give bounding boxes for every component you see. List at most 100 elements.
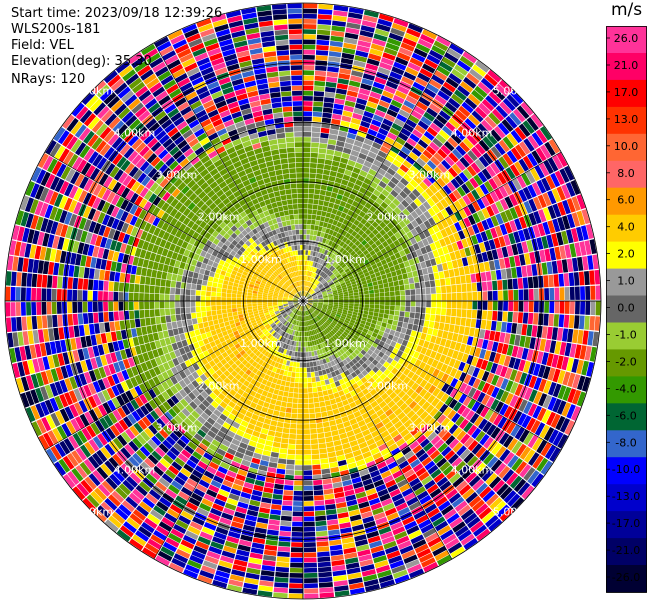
- velocity-gate: [499, 258, 506, 269]
- velocity-gate: [459, 448, 471, 460]
- velocity-gate: [322, 305, 328, 308]
- velocity-gate: [304, 281, 307, 286]
- velocity-gate: [319, 237, 324, 243]
- velocity-gate: [393, 206, 402, 215]
- velocity-gate: [334, 198, 342, 205]
- velocity-gate: [375, 355, 382, 362]
- velocity-gate: [104, 322, 111, 333]
- velocity-gate: [303, 80, 314, 86]
- velocity-gate: [382, 332, 389, 339]
- velocity-gate: [337, 167, 346, 174]
- velocity-gate: [526, 240, 534, 252]
- velocity-gate: [553, 274, 559, 287]
- velocity-gate: [465, 180, 475, 192]
- velocity-gate: [382, 354, 389, 361]
- velocity-gate: [432, 137, 443, 148]
- velocity-gate: [338, 306, 344, 310]
- velocity-gate: [493, 414, 503, 426]
- velocity-gate: [305, 255, 308, 261]
- velocity-gate: [335, 93, 346, 100]
- velocity-gate: [202, 316, 208, 323]
- velocity-gate: [542, 394, 552, 409]
- velocity-gate: [333, 270, 339, 275]
- velocity-gate: [354, 256, 361, 262]
- velocity-gate: [440, 393, 450, 403]
- velocity-gate: [311, 449, 320, 455]
- velocity-gate: [500, 211, 509, 223]
- velocity-gate: [319, 264, 324, 270]
- velocity-gate: [379, 309, 385, 314]
- velocity-gate: [502, 279, 508, 290]
- velocity-gate: [307, 214, 312, 220]
- velocity-gate: [384, 85, 396, 95]
- velocity-gate: [309, 168, 317, 174]
- velocity-gate: [448, 73, 462, 85]
- velocity-gate: [511, 323, 518, 334]
- velocity-gate: [516, 266, 523, 278]
- velocity-gate: [361, 78, 374, 86]
- velocity-gate: [315, 412, 322, 418]
- velocity-gate: [325, 262, 330, 268]
- velocity-gate: [472, 64, 487, 77]
- velocity-gate: [500, 486, 513, 500]
- velocity-gate: [410, 427, 420, 436]
- velocity-gate: [320, 184, 327, 191]
- velocity-gate: [432, 343, 440, 352]
- velocity-gate: [328, 317, 333, 322]
- velocity-gate: [344, 268, 350, 273]
- velocity-gate: [467, 150, 478, 162]
- velocity-gate: [295, 372, 300, 378]
- velocity-gate: [426, 301, 431, 308]
- velocity-gate: [387, 261, 394, 268]
- velocity-gate: [380, 145, 390, 154]
- velocity-gate: [554, 246, 562, 260]
- velocity-gate: [292, 403, 298, 409]
- velocity-gate: [453, 232, 461, 242]
- velocity-gate: [319, 194, 325, 201]
- velocity-gate: [343, 191, 351, 198]
- velocity-gate: [431, 233, 439, 242]
- velocity-gate: [492, 301, 498, 311]
- velocity-gate: [576, 359, 584, 375]
- velocity-gate: [487, 310, 493, 321]
- velocity-gate: [375, 197, 384, 205]
- velocity-gate: [309, 271, 313, 277]
- velocity-gate: [576, 226, 584, 242]
- velocity-gate: [317, 19, 332, 25]
- velocity-gate: [429, 49, 444, 61]
- velocity-gate: [317, 252, 321, 258]
- velocity-gate: [303, 388, 308, 393]
- velocity-gate: [519, 254, 526, 266]
- velocity-gate: [479, 348, 487, 359]
- velocity-gate: [310, 147, 319, 153]
- velocity-gate: [356, 346, 363, 352]
- velocity-gate: [335, 313, 341, 318]
- velocity-gate: [567, 388, 577, 403]
- velocity-gate: [518, 216, 527, 229]
- velocity-gate: [312, 294, 317, 297]
- velocity-gate: [431, 294, 437, 301]
- velocity-gate: [359, 297, 365, 301]
- velocity-gate: [509, 475, 523, 489]
- velocity-gate: [304, 552, 317, 558]
- velocity-gate: [434, 94, 447, 106]
- velocity-gate: [437, 442, 448, 453]
- velocity-gate: [507, 279, 513, 290]
- velocity-gate: [432, 249, 440, 258]
- velocity-gate: [322, 323, 327, 329]
- velocity-gate: [319, 253, 324, 259]
- velocity-gate: [584, 315, 590, 330]
- velocity-gate: [460, 317, 466, 326]
- velocity-gate: [509, 112, 522, 126]
- velocity-gate: [324, 275, 330, 281]
- velocity-gate: [487, 69, 502, 83]
- velocity-gate: [523, 289, 529, 301]
- velocity-gate: [404, 311, 410, 318]
- velocity-gate: [297, 403, 303, 409]
- velocity-gate: [315, 65, 327, 71]
- velocity-gate: [352, 112, 363, 120]
- velocity-gate: [363, 346, 370, 353]
- velocity-gate: [498, 465, 511, 479]
- velocity-gate: [410, 330, 417, 337]
- velocity-gate: [416, 434, 427, 444]
